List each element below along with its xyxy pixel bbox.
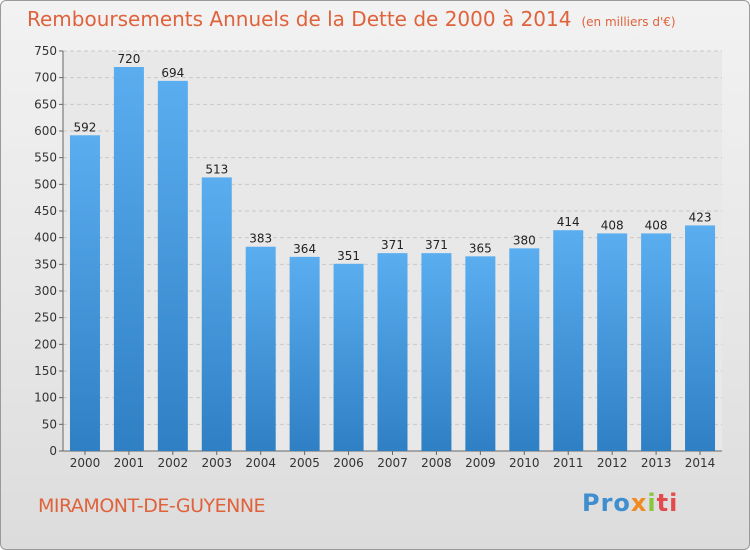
x-tick-label: 2005 bbox=[289, 456, 320, 470]
data-label: 408 bbox=[601, 218, 624, 232]
chart-title: Remboursements Annuels de la Dette de 20… bbox=[27, 7, 676, 31]
bar bbox=[157, 80, 188, 451]
x-tick-label: 2001 bbox=[114, 456, 145, 470]
y-tick-label: 600 bbox=[34, 124, 57, 138]
bar bbox=[333, 263, 364, 451]
x-tick-label: 2013 bbox=[641, 456, 672, 470]
x-tick-label: 2002 bbox=[158, 456, 189, 470]
bar bbox=[641, 233, 672, 451]
x-tick-label: 2011 bbox=[553, 456, 584, 470]
bar bbox=[245, 246, 276, 451]
x-tick-label: 2014 bbox=[685, 456, 716, 470]
y-tick-label: 650 bbox=[34, 97, 57, 111]
title-text: Remboursements Annuels de la Dette de 20… bbox=[27, 7, 572, 31]
x-tick-label: 2008 bbox=[421, 456, 452, 470]
y-tick-label: 300 bbox=[34, 284, 57, 298]
data-label: 351 bbox=[337, 249, 360, 263]
data-label: 513 bbox=[205, 162, 228, 176]
y-tick-label: 50 bbox=[42, 417, 57, 431]
data-label: 380 bbox=[513, 233, 536, 247]
y-tick-label: 750 bbox=[34, 44, 57, 58]
bar bbox=[597, 233, 628, 451]
data-label: 694 bbox=[161, 66, 184, 80]
title-unit: (en milliers d'€) bbox=[581, 15, 676, 29]
x-tick-label: 2010 bbox=[509, 456, 540, 470]
bar bbox=[553, 230, 584, 451]
data-label: 592 bbox=[74, 120, 97, 134]
y-tick-label: 350 bbox=[34, 257, 57, 271]
data-label: 364 bbox=[293, 242, 316, 256]
x-tick-label: 2003 bbox=[201, 456, 232, 470]
bar bbox=[113, 67, 144, 451]
x-tick-label: 2006 bbox=[333, 456, 364, 470]
y-tick-label: 500 bbox=[34, 177, 57, 191]
bar bbox=[421, 253, 452, 451]
y-tick-label: 450 bbox=[34, 204, 57, 218]
y-tick-label: 200 bbox=[34, 337, 57, 351]
bar bbox=[509, 248, 540, 451]
data-label: 408 bbox=[645, 218, 668, 232]
y-tick-label: 700 bbox=[34, 71, 57, 85]
data-label: 423 bbox=[689, 210, 712, 224]
y-tick-label: 150 bbox=[34, 364, 57, 378]
bar bbox=[69, 135, 100, 451]
proxiti-logo: Proxiti bbox=[582, 489, 679, 517]
data-label: 414 bbox=[557, 215, 580, 229]
data-label: 371 bbox=[381, 238, 404, 252]
x-tick-label: 2007 bbox=[377, 456, 408, 470]
x-tick-label: 2004 bbox=[245, 456, 276, 470]
data-label: 383 bbox=[249, 232, 272, 246]
bar bbox=[201, 177, 232, 451]
y-tick-label: 0 bbox=[49, 444, 57, 458]
bar bbox=[685, 225, 716, 451]
x-tick-label: 2000 bbox=[70, 456, 101, 470]
data-label: 720 bbox=[117, 52, 140, 66]
x-tick-label: 2012 bbox=[597, 456, 628, 470]
data-label: 371 bbox=[425, 238, 448, 252]
bar bbox=[465, 256, 496, 451]
bar bbox=[289, 256, 320, 451]
data-label: 365 bbox=[469, 241, 492, 255]
city-name: MIRAMONT-DE-GUYENNE bbox=[38, 495, 266, 517]
y-tick-label: 400 bbox=[34, 231, 57, 245]
x-tick-label: 2009 bbox=[465, 456, 496, 470]
y-tick-label: 100 bbox=[34, 391, 57, 405]
bar bbox=[377, 253, 408, 451]
y-tick-label: 250 bbox=[34, 311, 57, 325]
y-tick-label: 550 bbox=[34, 151, 57, 165]
